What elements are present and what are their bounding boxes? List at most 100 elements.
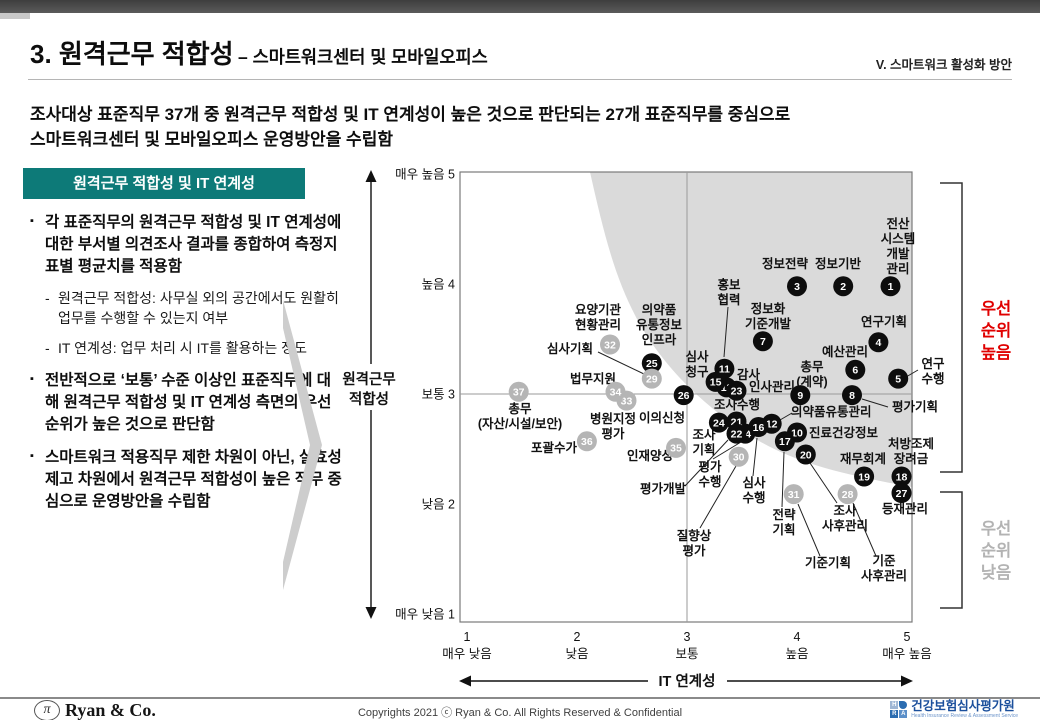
point-marker-29: [641, 368, 662, 389]
hira-emblem-cell: R: [890, 710, 899, 718]
point-number-28: 28: [842, 489, 854, 501]
leader-line-22: [684, 439, 729, 487]
x-tick-number: 1: [464, 630, 471, 644]
x-tick-label: 보통: [675, 647, 698, 661]
data-point-29: 29: [641, 368, 662, 389]
point-number-6: 6: [852, 365, 858, 377]
point-label-11: 홍보: [717, 277, 741, 292]
x-tick-label: 매우 높음: [882, 647, 931, 661]
data-point-7: 7: [752, 331, 773, 352]
point-label-28: 사후관리: [861, 568, 907, 583]
point-marker-22: [726, 423, 747, 444]
point-marker-7: [752, 331, 773, 352]
point-label-31: 기준기획: [805, 555, 851, 570]
data-point-28: 28: [837, 484, 858, 505]
point-label-33: 평가: [601, 426, 625, 441]
priority-high-bracket: [940, 182, 963, 473]
point-label-27: 등재관리: [882, 501, 928, 516]
point-number-31: 31: [788, 489, 800, 501]
point-label-17: 기획: [772, 522, 795, 537]
point-label-13: 감사: [737, 367, 761, 382]
data-point-32: 32: [600, 334, 620, 355]
priority-high-label: 순위: [981, 321, 1011, 340]
x-tick-label: 높음: [785, 647, 808, 661]
sidebar-bullet-text: IT 연계성: 업무 처리 시 IT를 활용하는 정도: [58, 340, 307, 357]
sidebar-bullet-text: 원격근무 적합성: 사무실 외의 공간에서도 원활히 업무를 수행할 수 있는지…: [58, 290, 339, 326]
point-label-35: 인재양성: [627, 448, 673, 463]
point-label-9: 총무: [800, 359, 824, 374]
leader-line-31: [797, 503, 821, 557]
point-number-17: 17: [779, 436, 791, 448]
point-marker-34: [605, 381, 626, 402]
point-label-16: 수행: [742, 490, 765, 505]
point-label-29: 심사기획: [547, 341, 593, 356]
point-number-21: 21: [731, 416, 743, 428]
org-subtitle: Health Insurance Review & Assessment Ser…: [911, 713, 1018, 719]
point-number-20: 20: [800, 449, 812, 461]
point-label-37: (자산/시설/보안): [478, 416, 562, 431]
point-label-33: 병원지정: [590, 411, 636, 426]
point-number-25: 25: [646, 358, 658, 370]
point-marker-37: [508, 381, 529, 402]
y-tick-label: 높음 4: [422, 278, 455, 292]
point-marker-4: [868, 332, 889, 353]
point-label-19: 재무회계: [840, 451, 886, 466]
sidebar-bullet-1: ▪ 각 표준직무의 원격근무 적합성 및 IT 연계성에 대한 부서별 의견조사 …: [30, 212, 344, 278]
square-bullet-icon: ▪: [30, 449, 34, 462]
point-label-23: 인사관리: [749, 379, 795, 394]
point-number-10: 10: [791, 427, 803, 439]
leader-line-14: [712, 441, 742, 460]
y-tick-label: 매우 높음 5: [395, 168, 455, 182]
y-tick-label: 낮음 2: [422, 498, 455, 512]
footer: π Ryan & Co. Copyrights 2021 ⓒ Ryan & Co…: [0, 699, 1040, 720]
point-label-24: 조사: [692, 427, 716, 442]
point-marker-5: [888, 368, 909, 389]
data-point-8: 8: [842, 385, 862, 406]
point-marker-3: [787, 276, 807, 297]
data-point-27: 27: [891, 483, 912, 503]
point-label-16: 심사: [742, 475, 766, 490]
x-tick-number: 4: [794, 630, 801, 644]
data-point-2: 2: [833, 276, 854, 297]
point-marker-28: [837, 484, 858, 505]
point-label-30: 질향상: [677, 528, 712, 543]
y-tick-label: 보통 3: [422, 388, 455, 402]
point-label-25: 의약품: [642, 302, 677, 317]
point-label-24: 기획: [692, 442, 715, 457]
priority-low-label: 순위: [981, 541, 1011, 560]
point-label-11: 협력: [717, 292, 740, 307]
leader-line-30: [699, 465, 737, 529]
point-number-4: 4: [875, 337, 881, 349]
point-marker-32: [600, 334, 620, 355]
point-label-25: 유통정보: [636, 317, 683, 332]
point-number-3: 3: [794, 281, 800, 293]
point-label-20: 사후관리: [822, 518, 868, 533]
point-number-36: 36: [581, 436, 593, 448]
sidebar-bullet-text: 스마트워크 적용직무 제한 차원이 아닌, 실효성 제고 차원에서 원격근무 적…: [45, 448, 342, 510]
square-bullet-icon: ▪: [30, 372, 34, 385]
y-axis-arrow-down-icon: [365, 607, 377, 619]
plot-border: [459, 171, 913, 623]
point-label-10: 진료건강정보: [809, 425, 879, 440]
priority-low-label: 낮음: [981, 563, 1011, 582]
leader-line-5: [905, 369, 919, 378]
data-point-6: 6: [845, 359, 866, 380]
point-number-2: 2: [840, 281, 846, 293]
data-point-20: 20: [795, 444, 816, 465]
point-number-16: 16: [753, 422, 765, 434]
leader-line-11: [723, 306, 729, 358]
footer-divider: [0, 697, 1040, 699]
point-label-5: 수행: [921, 371, 944, 386]
point-label-26: 이의신청: [639, 410, 685, 425]
point-marker-36: [576, 431, 597, 452]
x-tick-label: 매우 낮음: [442, 647, 491, 661]
point-number-18: 18: [896, 471, 908, 483]
point-label-22: 평가개발: [640, 481, 687, 496]
top-bar: [0, 0, 1040, 13]
leader-line-20: [809, 462, 838, 504]
hira-emblem-cell: A: [899, 710, 908, 718]
point-label-3: 정보전략: [762, 256, 809, 271]
y-axis-title: 적합성: [349, 390, 389, 408]
data-point-16: 16: [748, 417, 769, 437]
sidebar-bullet-5: ▪ 스마트워크 적용직무 제한 차원이 아닌, 실효성 제고 차원에서 원격근무 …: [30, 447, 344, 513]
